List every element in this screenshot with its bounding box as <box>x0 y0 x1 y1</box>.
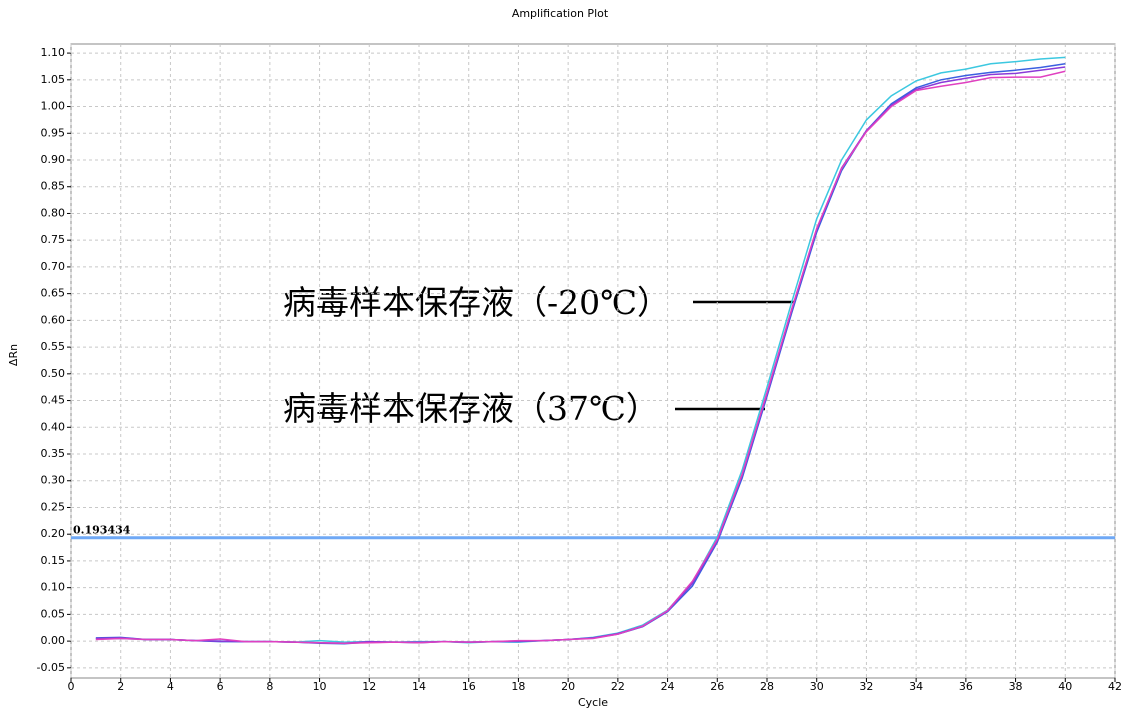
y-tick-label: 0.40 <box>41 420 66 433</box>
x-tick-label: 26 <box>710 680 724 693</box>
x-tick-label: 12 <box>362 680 376 693</box>
y-tick-label: 0.35 <box>41 447 66 460</box>
y-tick-label: 0.65 <box>41 287 66 300</box>
x-tick-label: 40 <box>1058 680 1072 693</box>
y-tick-label: 1.10 <box>41 46 66 59</box>
x-tick-label: 6 <box>217 680 224 693</box>
x-tick-label: 28 <box>760 680 774 693</box>
x-tick-label: 32 <box>859 680 873 693</box>
y-tick-label: 0.85 <box>41 180 66 193</box>
x-tick-label: 2 <box>117 680 124 693</box>
y-tick-label: 0.00 <box>41 634 66 647</box>
y-tick-label: -0.05 <box>37 661 65 674</box>
x-tick-label: 10 <box>313 680 327 693</box>
x-tick-label: 8 <box>266 680 273 693</box>
x-tick-label: 38 <box>1009 680 1023 693</box>
y-tick-label: 0.20 <box>41 527 66 540</box>
series-line <box>95 56 1066 644</box>
y-tick-label: 0.70 <box>41 260 66 273</box>
y-tick-label: 0.60 <box>41 313 66 326</box>
y-tick-label: 0.15 <box>41 554 66 567</box>
x-tick-label: 34 <box>909 680 923 693</box>
x-tick-label: 30 <box>810 680 824 693</box>
y-tick-label: 0.25 <box>41 500 66 513</box>
x-tick-label: 24 <box>661 680 675 693</box>
x-tick-label: 0 <box>68 680 75 693</box>
x-tick-label: 36 <box>959 680 973 693</box>
y-axis-label: ΔRn <box>7 344 20 366</box>
y-tick-label: 0.30 <box>41 474 66 487</box>
y-tick-label: 1.05 <box>41 73 66 86</box>
y-tick-label: 0.05 <box>41 607 66 620</box>
y-tick-label: 0.75 <box>41 233 66 246</box>
y-tick-label: 1.00 <box>41 100 66 113</box>
x-tick-label: 18 <box>511 680 525 693</box>
series-line <box>95 63 1066 645</box>
plot-frame <box>70 43 1116 679</box>
x-tick-label: 20 <box>561 680 575 693</box>
y-tick-label: 0.50 <box>41 367 66 380</box>
x-tick-label: 14 <box>412 680 426 693</box>
y-tick-label: 0.90 <box>41 153 66 166</box>
series-line <box>95 66 1066 645</box>
y-tick-label: 0.80 <box>41 206 66 219</box>
y-tick-label: 0.45 <box>41 394 66 407</box>
chart-title: Amplification Plot <box>512 7 609 20</box>
y-tick-label: 0.95 <box>41 126 66 139</box>
x-tick-label: 22 <box>611 680 625 693</box>
threshold-label: 0.193434 <box>73 524 131 537</box>
x-tick-label: 16 <box>462 680 476 693</box>
series-line <box>95 70 1066 645</box>
y-tick-label: 0.55 <box>41 340 66 353</box>
x-axis-label: Cycle <box>578 696 608 709</box>
x-tick-label: 42 <box>1108 680 1122 693</box>
y-tick-label: 0.10 <box>41 581 66 594</box>
x-tick-label: 4 <box>167 680 174 693</box>
annotation: 病毒样本保存液（-20℃） <box>283 283 670 322</box>
annotation: 病毒样本保存液（37℃） <box>283 389 659 428</box>
